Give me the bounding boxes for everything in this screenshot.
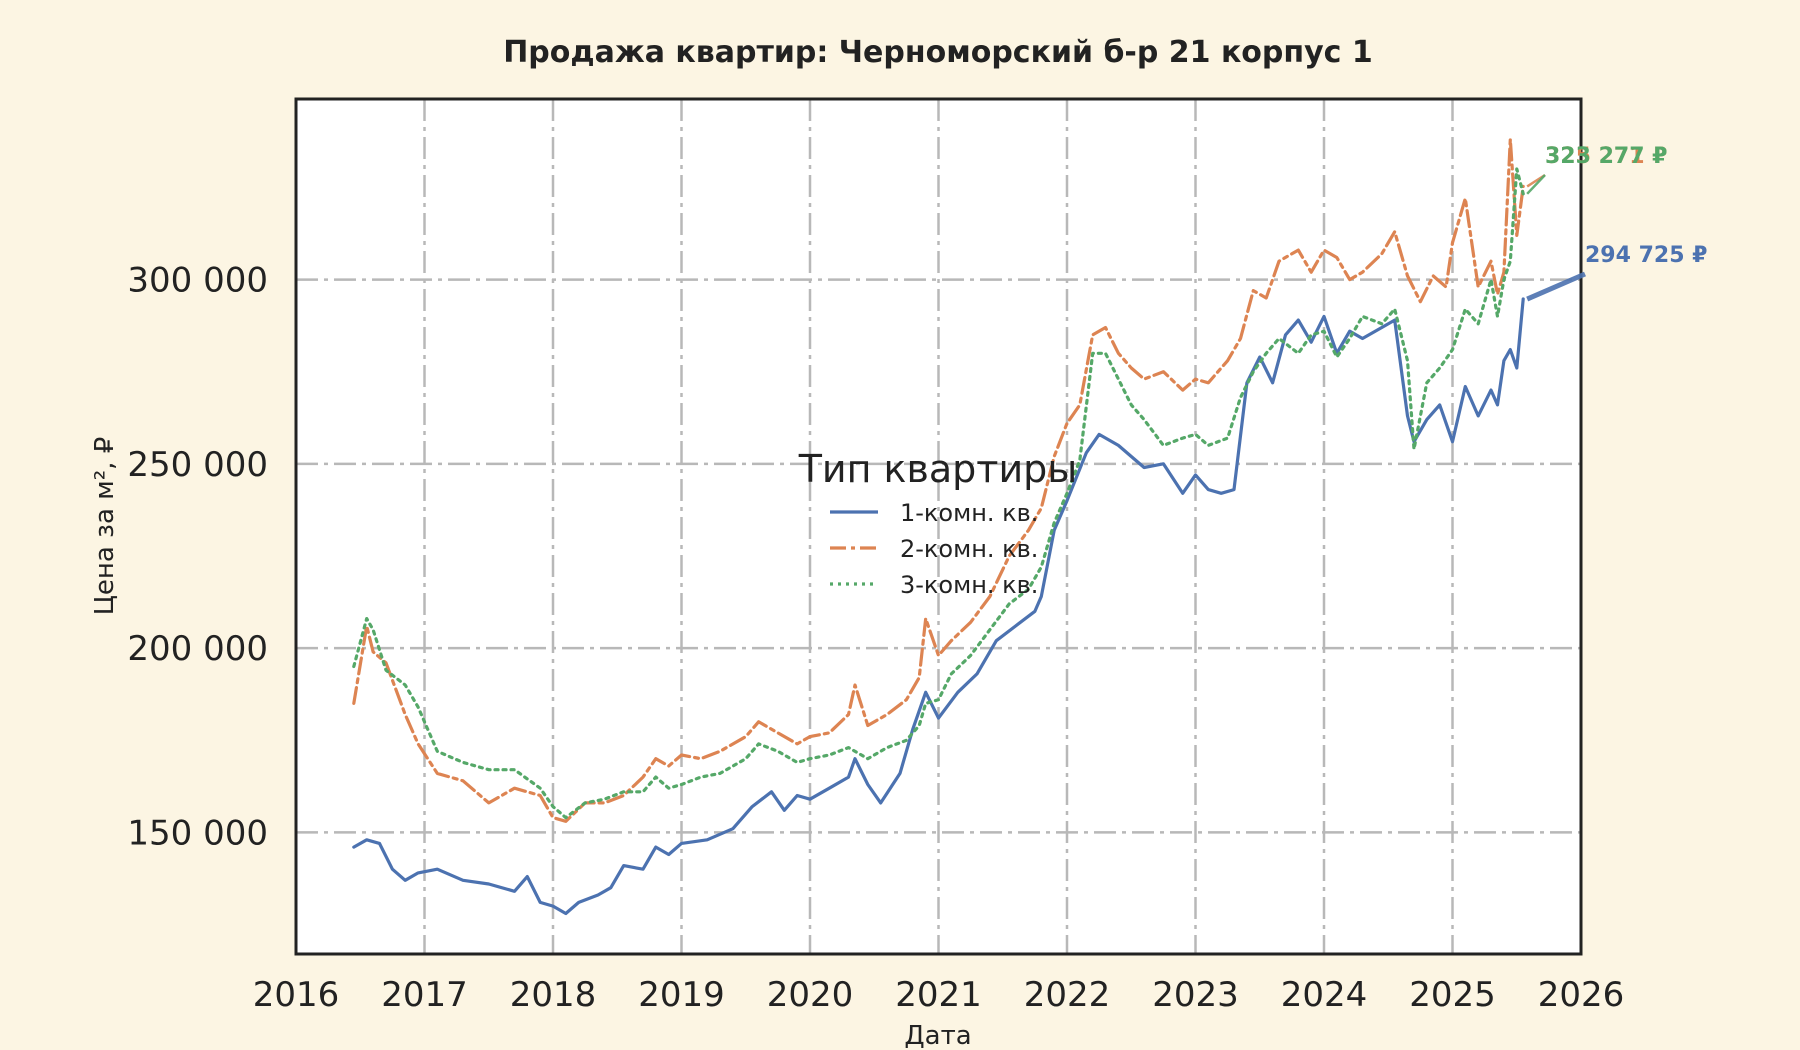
series-line-2	[352, 137, 1525, 823]
y-tick-label: 200 000	[127, 629, 268, 669]
legend-entry-label: 2-комн. кв.	[900, 535, 1038, 563]
y-tick-label: 250 000	[127, 445, 268, 485]
x-tick-label: 2018	[510, 975, 597, 1015]
x-tick-label: 2019	[638, 975, 725, 1015]
y-axis-ticks: 150 000 200 000 250 000 300 000	[127, 261, 268, 854]
legend-title: Тип квартиры	[798, 447, 1078, 491]
series-line-1	[352, 297, 1525, 916]
end-label-arrow	[1526, 174, 1546, 195]
legend-entry-label: 1-комн. кв.	[900, 499, 1038, 527]
x-tick-label: 2017	[381, 975, 468, 1015]
plot-frame	[294, 97, 1583, 956]
y-tick-label: 150 000	[127, 813, 268, 853]
x-tick-label: 2026	[1538, 975, 1625, 1015]
end-label-1: 294 725 ₽	[1585, 243, 1707, 268]
end-label-2: 325 271 ₽	[1545, 144, 1667, 169]
legend-entry-label: 3-комн. кв.	[900, 571, 1038, 599]
end-label-3: 323 277 ₽	[1545, 144, 1667, 169]
x-tick-label: 2023	[1152, 975, 1239, 1015]
x-tick-label: 2016	[253, 975, 340, 1015]
end-label-arrow	[1526, 271, 1586, 302]
x-tick-label: 2021	[895, 975, 982, 1015]
x-tick-label: 2025	[1409, 975, 1496, 1015]
chart-title: Продажа квартир: Черноморский б-р 21 кор…	[503, 35, 1373, 70]
x-tick-label: 2020	[767, 975, 854, 1015]
series-line-3	[352, 167, 1525, 820]
y-axis-label: Цена за м², ₽	[90, 437, 120, 616]
end-labels: 294 725 ₽ 325 271 ₽323 277 ₽	[1526, 144, 1707, 302]
series-layer	[352, 137, 1525, 916]
x-tick-label: 2024	[1281, 975, 1368, 1015]
legend: Тип квартиры 1-комн. кв. 2-комн. кв. 3-ком…	[798, 447, 1078, 599]
x-axis-ticks: 2016 2017 2018 2019 2020 2021 2022 2023 2024 2025…	[253, 975, 1625, 1015]
x-axis-label: Дата	[904, 1021, 971, 1050]
y-tick-label: 300 000	[127, 261, 268, 301]
x-tick-label: 2022	[1024, 975, 1111, 1015]
